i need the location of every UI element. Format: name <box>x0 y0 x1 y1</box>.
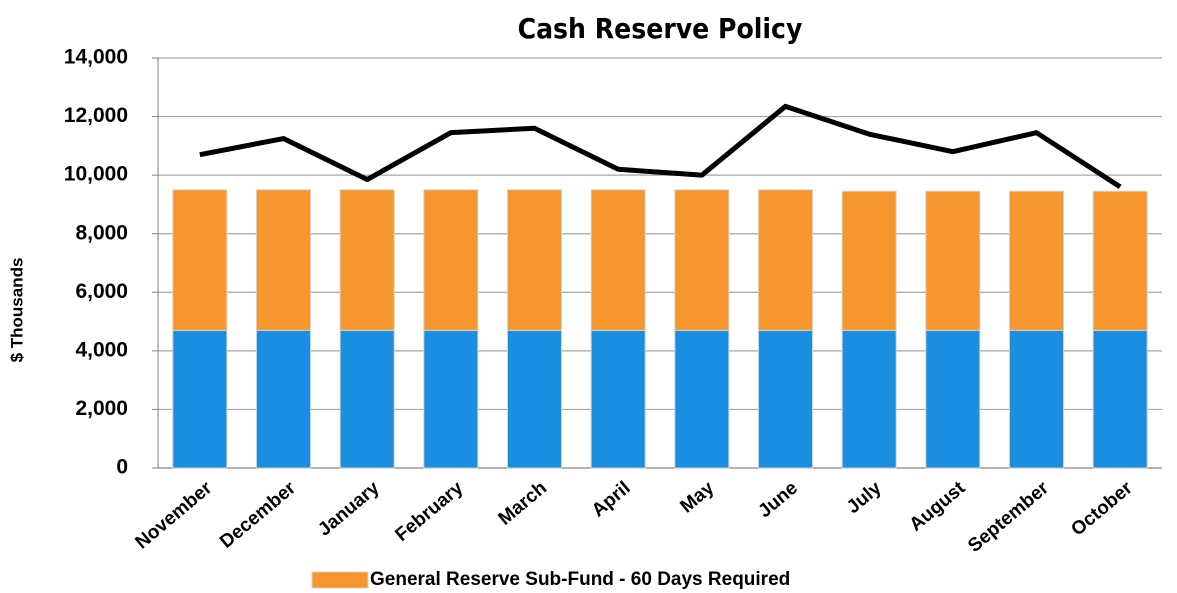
y-tick-label: 14,000 <box>64 46 128 69</box>
bar-segment <box>339 329 395 469</box>
y-tick-label: 2,000 <box>75 397 128 420</box>
bar-segment <box>590 329 646 469</box>
y-tick-label: 10,000 <box>64 163 128 186</box>
x-tick-label: November <box>132 477 217 553</box>
y-tick-label: 4,000 <box>75 338 128 361</box>
bar-segment <box>1009 329 1064 469</box>
y-axis-label: $ Thousands <box>7 258 26 363</box>
y-tick-label: 12,000 <box>64 104 128 127</box>
x-tick-label: April <box>588 478 635 522</box>
bar-segment <box>758 189 813 331</box>
bar-segment <box>925 190 981 331</box>
bar-segment <box>1092 329 1148 469</box>
bar-segment <box>339 189 395 331</box>
bar-segment <box>674 329 730 469</box>
bar-segment <box>423 329 479 469</box>
bar-segment <box>674 189 730 331</box>
x-tick-label: January <box>314 477 384 540</box>
bar-segment <box>256 189 311 331</box>
y-tick-label: 0 <box>116 456 128 479</box>
bar-segment <box>758 329 813 469</box>
x-tick-label: May <box>676 477 718 517</box>
y-tick-label: 8,000 <box>75 221 128 244</box>
chart-title: Cash Reserve Policy <box>518 12 803 45</box>
bar-segment <box>1009 190 1064 331</box>
bar-segment <box>841 190 897 331</box>
bar-segment <box>507 329 562 469</box>
legend-label: General Reserve Sub-Fund - 60 Days Requi… <box>370 569 790 590</box>
x-tick-label: July <box>843 477 886 518</box>
x-tick-label: June <box>754 478 801 523</box>
bar-segment <box>925 329 981 469</box>
x-tick-label: March <box>495 478 551 530</box>
bar-segment <box>590 189 646 331</box>
x-tick-label: September <box>964 477 1053 557</box>
x-tick-label: February <box>391 477 467 546</box>
bar-segment <box>1092 190 1148 331</box>
bar-segment <box>507 189 562 331</box>
legend-swatch <box>311 571 369 589</box>
x-tick-label: October <box>1067 477 1137 540</box>
bar-segment <box>423 189 479 331</box>
bar-segment <box>841 329 897 469</box>
bar-segment <box>172 189 228 331</box>
x-tick-label: August <box>906 477 970 536</box>
y-tick-label: 6,000 <box>75 280 128 303</box>
line <box>199 103 1122 189</box>
bar-segment <box>256 329 311 469</box>
x-tick-label: December <box>216 477 300 553</box>
bar-segment <box>172 329 228 469</box>
